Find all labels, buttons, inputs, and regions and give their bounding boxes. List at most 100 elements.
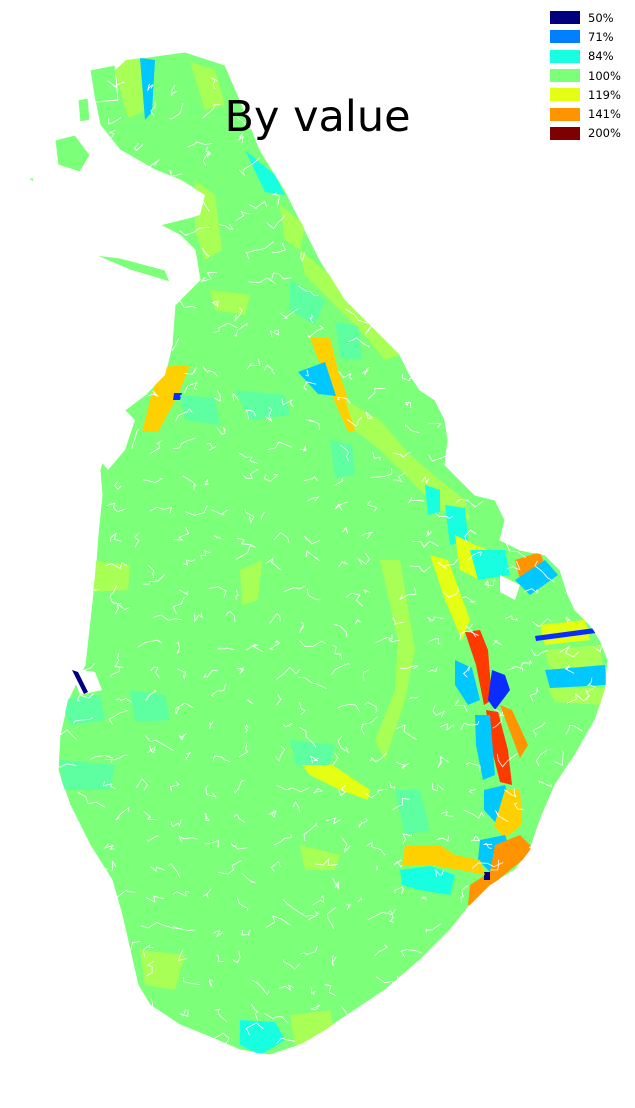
boundary-line <box>184 505 209 516</box>
region-teal-green <box>180 395 220 425</box>
boundary-line <box>530 648 548 657</box>
boundary-line <box>617 246 626 259</box>
boundary-line <box>336 396 351 404</box>
boundary-line <box>232 951 241 964</box>
boundary-line <box>176 668 187 681</box>
boundary-line <box>586 190 608 196</box>
boundary-line <box>402 833 413 845</box>
boundary-line <box>519 659 533 670</box>
region-light-green <box>190 62 225 110</box>
boundary-line <box>71 539 83 547</box>
boundary-line <box>263 1012 289 1024</box>
boundary-line <box>367 387 386 400</box>
boundary-line <box>421 475 430 484</box>
region-blue <box>173 393 182 400</box>
boundary-line <box>38 670 53 688</box>
boundary-line <box>202 104 221 119</box>
region-red <box>486 710 512 785</box>
boundary-line <box>299 945 318 955</box>
boundary-line <box>276 666 301 680</box>
boundary-line <box>305 76 313 87</box>
boundary-line <box>403 142 425 154</box>
boundary-line <box>273 532 290 543</box>
boundary-line <box>629 538 635 554</box>
map-title: By value <box>224 92 411 142</box>
boundary-line <box>393 859 403 868</box>
boundary-line <box>363 162 381 171</box>
boundary-line <box>598 584 608 598</box>
boundary-line <box>146 835 159 842</box>
boundary-line <box>340 272 355 287</box>
boundary-line <box>276 1037 295 1045</box>
boundary-line <box>58 1034 61 1044</box>
boundary-line <box>41 779 50 790</box>
boundary-line <box>621 675 635 682</box>
boundary-line <box>205 784 217 798</box>
boundary-line <box>305 550 321 562</box>
boundary-line <box>115 807 130 821</box>
boundary-line <box>333 624 348 637</box>
region-light-blue <box>515 560 558 595</box>
boundary-line <box>354 618 361 625</box>
boundary-line <box>268 809 277 818</box>
boundary-line <box>601 239 608 253</box>
region-light-green <box>280 205 305 250</box>
boundary-line <box>74 615 81 624</box>
boundary-line <box>456 390 469 398</box>
boundary-line <box>232 393 240 402</box>
boundary-line <box>388 780 396 789</box>
boundary-line <box>489 413 508 420</box>
boundary-line <box>150 317 155 333</box>
boundary-line <box>589 614 603 622</box>
boundary-line <box>552 214 564 222</box>
boundary-line <box>298 285 319 296</box>
boundary-line <box>169 103 183 120</box>
boundary-line <box>617 858 623 865</box>
boundary-line <box>241 872 257 884</box>
boundary-line <box>370 752 388 763</box>
boundary-line <box>311 174 321 194</box>
islet <box>89 64 119 103</box>
boundary-line <box>211 509 228 516</box>
boundary-line <box>536 503 552 512</box>
legend-swatch <box>550 88 580 102</box>
boundary-line <box>298 1043 315 1055</box>
boundary-line <box>589 384 604 394</box>
boundary-line <box>58 689 66 698</box>
boundary-line <box>331 662 350 676</box>
boundary-line <box>429 638 441 645</box>
boundary-line <box>137 639 162 648</box>
boundary-line <box>425 164 449 176</box>
boundary-line <box>622 287 635 303</box>
boundary-line <box>172 263 194 277</box>
boundary-line <box>346 903 352 911</box>
boundary-line <box>171 338 180 352</box>
boundary-line <box>59 728 77 740</box>
boundary-line <box>204 479 209 486</box>
region-navy <box>72 670 88 694</box>
boundary-line <box>179 589 189 596</box>
boundary-line <box>282 959 301 971</box>
boundary-line <box>366 500 378 512</box>
region-gold <box>494 790 522 838</box>
boundary-line <box>332 752 339 767</box>
boundary-line <box>462 447 475 455</box>
boundary-line <box>315 857 338 867</box>
boundary-line <box>251 979 270 996</box>
boundary-line <box>567 810 580 818</box>
region-cyan <box>470 550 510 580</box>
boundary-line <box>370 277 378 286</box>
region-light-green <box>140 950 185 990</box>
boundary-line <box>431 301 443 310</box>
region-orange <box>515 552 545 580</box>
boundary-line <box>112 204 123 211</box>
legend-item: 141% <box>550 104 621 123</box>
boundary-line <box>503 335 525 341</box>
boundary-line <box>370 467 393 478</box>
boundary-line <box>275 694 282 706</box>
region-cyan <box>245 150 285 195</box>
region-teal-green <box>130 690 170 722</box>
boundary-line <box>114 602 130 615</box>
boundary-line <box>409 696 419 700</box>
